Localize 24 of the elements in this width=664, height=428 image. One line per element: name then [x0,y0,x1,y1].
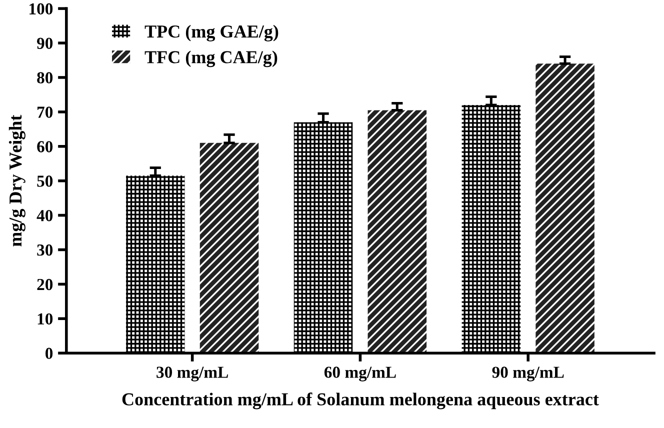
bar [200,142,259,354]
y-tick-label: 90 [36,38,53,49]
bar [368,110,427,354]
y-axis-title: mg/g Dry Weight [8,114,26,246]
bar [126,176,185,354]
y-tick-label: 100 [30,3,53,15]
legend-label: TFC (mg CAE/g) [144,50,278,68]
x-tick-label: 30 mg/mL [156,366,228,382]
y-tick-label: 80 [37,72,53,84]
y-tick-label: 50 [37,176,53,187]
y-tick-label: 70 [37,106,53,118]
x-tick-label: 90 mg/mL [492,366,564,382]
y-tick-label: 40 [36,210,53,222]
bar [536,64,594,354]
y-tick-label: 60 [37,141,53,152]
y-tick-label: 30 [37,244,53,256]
bar [462,105,521,354]
bar [294,122,353,354]
y-tick-label: 10 [38,313,53,325]
x-axis-title: Concentration mg/mL of Solanum melongena aqueous extract [122,392,599,410]
x-tick-label: 60 mg/mL [324,366,396,382]
y-tick-label: 0 [46,348,53,360]
y-tick-label: 20 [37,278,53,290]
legend-label: TPC (mg GAE/g) [144,24,278,42]
